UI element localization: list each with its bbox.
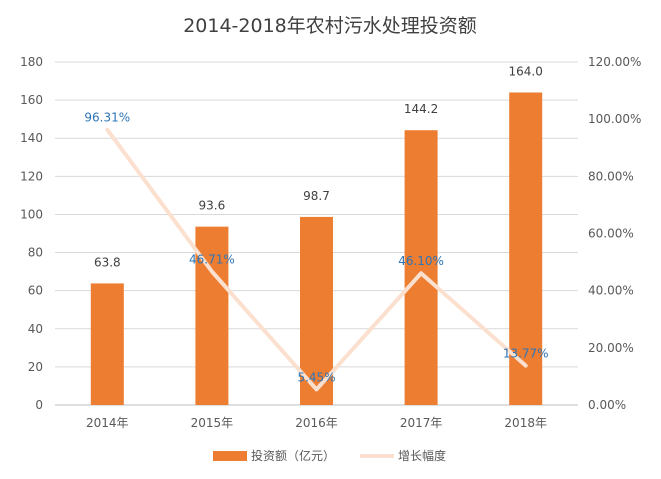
legend: 投资额（亿元） 增长幅度 <box>213 448 446 463</box>
x-tick-label: 2018年 <box>504 416 547 430</box>
line-value-label: 5.45% <box>297 370 335 384</box>
legend-bar-swatch <box>213 451 247 461</box>
bar <box>300 216 333 405</box>
right-tick-label: 60.00% <box>588 227 634 241</box>
left-axis-ticks: 0 20 40 60 80 100 120 140 160 180 <box>20 55 43 412</box>
left-tick-label: 20 <box>28 360 43 374</box>
right-tick-label: 20.00% <box>588 341 634 355</box>
bar-value-label: 164.0 <box>509 64 543 78</box>
line-series <box>105 127 528 392</box>
left-tick-label: 140 <box>20 131 43 145</box>
legend-line-label: 增长幅度 <box>398 448 446 463</box>
right-axis-ticks: 0.00% 20.00% 40.00% 60.00% 80.00% 100.00% 120.… <box>588 55 641 412</box>
line-data-labels: 96.31% 46.71% 5.45% 46.10% 13.77% <box>84 111 548 385</box>
bar <box>509 92 543 405</box>
x-tick-label: 2014年 <box>86 416 129 430</box>
line-value-label: 13.77% <box>503 347 549 361</box>
right-tick-label: 100.00% <box>588 112 641 126</box>
right-tick-label: 0.00% <box>588 398 626 412</box>
left-tick-label: 160 <box>20 93 43 107</box>
bar <box>404 130 438 406</box>
left-tick-label: 100 <box>20 207 43 221</box>
x-tick-label: 2016年 <box>295 416 338 430</box>
left-tick-label: 180 <box>20 55 43 69</box>
x-axis-ticks: 2014年 2015年 2016年 2017年 2018年 <box>86 416 547 430</box>
bar-data-labels: 63.8 93.6 98.7 144.2 164.0 <box>94 64 543 269</box>
x-tick-label: 2015年 <box>191 416 234 430</box>
bar-value-label: 93.6 <box>199 199 226 213</box>
line-value-label: 46.71% <box>189 252 235 266</box>
bar <box>90 283 124 405</box>
bar-series <box>90 92 543 406</box>
bar-value-label: 144.2 <box>404 102 438 116</box>
right-tick-label: 120.00% <box>588 55 641 69</box>
legend-bar-label: 投资额（亿元） <box>251 448 335 463</box>
line-value-label: 96.31% <box>84 111 130 125</box>
bar-value-label: 63.8 <box>94 255 121 269</box>
chart-title: 2014-2018年农村污水处理投资额 <box>183 15 477 37</box>
left-tick-label: 40 <box>28 322 43 336</box>
line-value-label: 46.10% <box>398 254 444 268</box>
right-tick-label: 40.00% <box>588 284 634 298</box>
right-tick-label: 80.00% <box>588 169 634 183</box>
x-tick-label: 2017年 <box>400 416 443 430</box>
left-tick-label: 120 <box>20 169 43 183</box>
left-tick-label: 80 <box>28 246 43 260</box>
bar-value-label: 98.7 <box>303 189 330 203</box>
left-tick-label: 60 <box>28 284 43 298</box>
left-tick-label: 0 <box>35 398 43 412</box>
